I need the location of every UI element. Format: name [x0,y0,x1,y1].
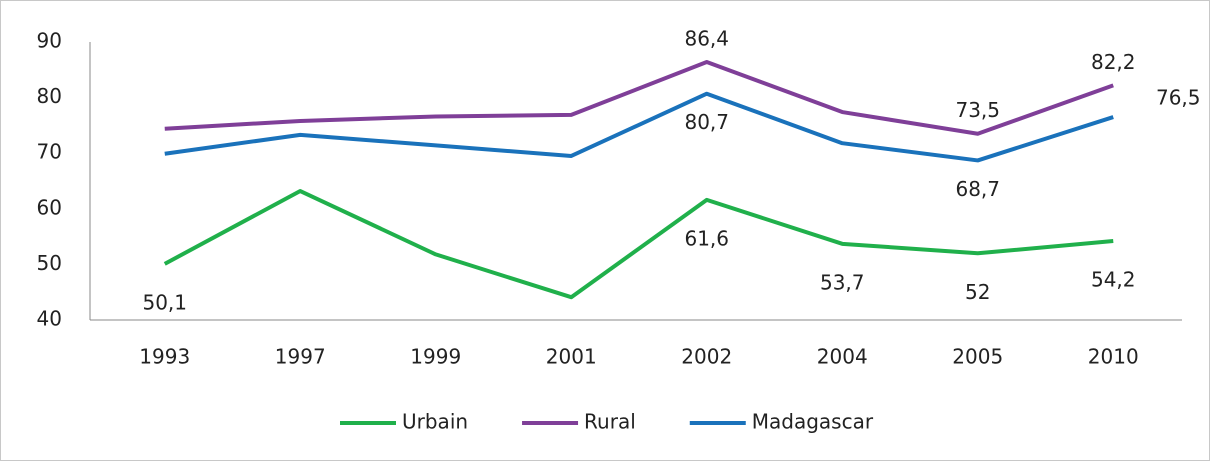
data-label: 50,1 [142,290,187,314]
series-line [164,60,1114,136]
y-tick-label: 50 [37,251,62,275]
legend-label: Rural [584,410,636,434]
x-tick-label: 1997 [275,345,326,369]
x-tick-label: 2010 [1088,345,1139,369]
data-label: 80,7 [684,110,729,134]
legend-label: Urbain [402,410,468,434]
series-line [163,189,1114,300]
x-tick-label: 2002 [681,345,732,369]
x-tick-label: 2001 [546,345,597,369]
data-label: 76,5 [1156,86,1201,110]
x-tick-label: 2005 [952,345,1003,369]
x-tick-label: 1999 [410,345,461,369]
x-tick-label: 1993 [139,345,190,369]
series-line [164,91,1114,163]
y-tick-label: 60 [37,195,62,219]
legend-label: Madagascar [752,410,874,434]
data-label: 52 [965,280,990,304]
y-tick-label: 70 [37,140,62,164]
data-label: 86,4 [684,27,729,51]
data-label: 53,7 [820,270,865,294]
data-label: 73,5 [955,98,1000,122]
data-label: 68,7 [955,177,1000,201]
data-label: 61,6 [684,226,729,250]
x-tick-label: 2004 [817,345,868,369]
data-label: 82,2 [1091,50,1136,74]
y-tick-label: 40 [37,307,62,331]
y-tick-label: 90 [37,29,62,53]
data-label: 54,2 [1091,268,1136,292]
y-tick-label: 80 [37,84,62,108]
